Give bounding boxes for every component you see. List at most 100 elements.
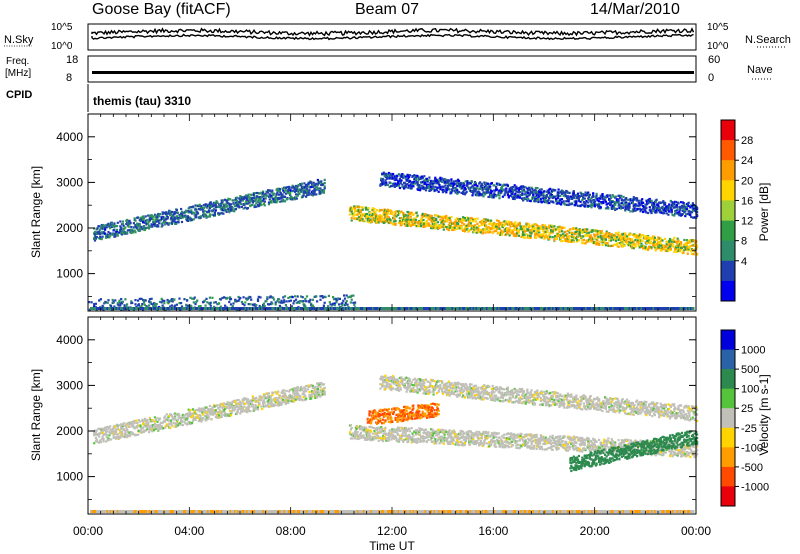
- data-cell: [207, 215, 210, 218]
- data-cell: [582, 193, 585, 196]
- data-cell: [282, 296, 285, 299]
- data-cell: [430, 180, 433, 183]
- data-cell: [696, 214, 699, 218]
- data-cell: [425, 219, 428, 223]
- data-cell: [126, 231, 129, 234]
- data-cell: [224, 203, 227, 206]
- data-cell: [548, 233, 551, 236]
- data-cell: [442, 223, 445, 226]
- data-cell: [169, 299, 173, 303]
- data-cell: [270, 201, 273, 204]
- data-cell: [200, 215, 203, 218]
- data-cell: [191, 205, 195, 208]
- data-cell: [138, 225, 141, 228]
- data-cell: [649, 237, 652, 240]
- ground-scatter-cell: [552, 307, 554, 310]
- data-cell: [319, 187, 322, 190]
- data-cell: [553, 225, 556, 228]
- ground-scatter-cell: [409, 307, 411, 310]
- data-cell: [495, 188, 499, 191]
- data-cell: [625, 206, 629, 209]
- data-cell: [621, 206, 624, 209]
- data-cell: [578, 234, 581, 237]
- data-cell: [294, 295, 297, 298]
- data-cell: [131, 228, 134, 231]
- data-cell: [160, 297, 163, 300]
- data-cell: [100, 224, 103, 227]
- ground-scatter-cell: [669, 307, 671, 310]
- data-cell: [431, 226, 434, 229]
- data-cell: [696, 245, 699, 248]
- data-cell: [429, 216, 432, 219]
- data-cell: [267, 201, 271, 204]
- data-cell: [490, 219, 493, 222]
- ground-scatter-cell: [301, 307, 303, 310]
- data-cell: [224, 198, 227, 201]
- data-cell: [153, 304, 156, 307]
- data-cell: [367, 217, 370, 220]
- data-cell: [602, 200, 605, 203]
- data-cell: [371, 208, 374, 211]
- ground-scatter-cell: [214, 307, 216, 310]
- data-cell: [122, 224, 125, 227]
- data-cell: [249, 303, 252, 306]
- data-cell: [506, 193, 509, 196]
- data-cell: [407, 174, 410, 177]
- data-cell: [594, 241, 597, 244]
- data-cell: [591, 203, 594, 206]
- data-cell: [690, 205, 694, 208]
- data-cell: [589, 234, 592, 237]
- data-cell: [235, 196, 238, 199]
- data-cell: [123, 304, 126, 307]
- data-cell: [668, 243, 671, 246]
- data-cell: [389, 177, 392, 180]
- data-cell: [167, 223, 170, 226]
- data-cell: [643, 235, 646, 238]
- ground-scatter-cell: [583, 307, 585, 310]
- data-cell: [225, 210, 228, 213]
- data-cell: [108, 236, 111, 239]
- data-cell: [578, 232, 581, 235]
- data-cell: [307, 182, 310, 185]
- data-cell: [568, 197, 571, 201]
- data-cell: [178, 216, 181, 219]
- data-cell: [563, 226, 566, 229]
- data-cell: [427, 222, 430, 225]
- ground-scatter-cell: [369, 307, 371, 310]
- data-cell: [548, 191, 551, 194]
- data-cell: [389, 181, 392, 185]
- data-cell: [493, 184, 496, 187]
- data-cell: [606, 242, 609, 245]
- data-cell: [673, 240, 676, 243]
- data-cell: [500, 191, 503, 194]
- data-cell: [155, 220, 158, 223]
- data-cell: [462, 217, 465, 220]
- data-cell: [108, 225, 111, 228]
- data-cell: [213, 204, 216, 207]
- data-cell: [687, 240, 690, 243]
- data-cell: [642, 245, 645, 248]
- data-cell: [133, 217, 136, 220]
- ground-scatter-cell: [312, 307, 314, 310]
- data-cell: [169, 217, 173, 220]
- data-cell: [528, 225, 531, 228]
- data-cell: [412, 213, 415, 216]
- data-cell: [517, 234, 520, 237]
- data-cell: [533, 191, 536, 194]
- freq-trace: [92, 71, 694, 74]
- data-cell: [385, 211, 388, 215]
- data-cell: [213, 211, 216, 214]
- data-cell: [515, 185, 518, 188]
- data-cell: [175, 221, 178, 224]
- data-cell: [231, 305, 234, 308]
- ground-scatter-cell: [496, 307, 498, 310]
- ground-scatter-cell: [651, 307, 653, 310]
- data-cell: [534, 236, 537, 239]
- data-cell: [517, 195, 520, 198]
- data-cell: [435, 179, 439, 182]
- ground-scatter-cell: [316, 307, 318, 310]
- ground-scatter-cell: [423, 307, 425, 310]
- data-cell: [190, 210, 193, 213]
- data-cell: [686, 212, 689, 216]
- data-cell: [169, 213, 173, 216]
